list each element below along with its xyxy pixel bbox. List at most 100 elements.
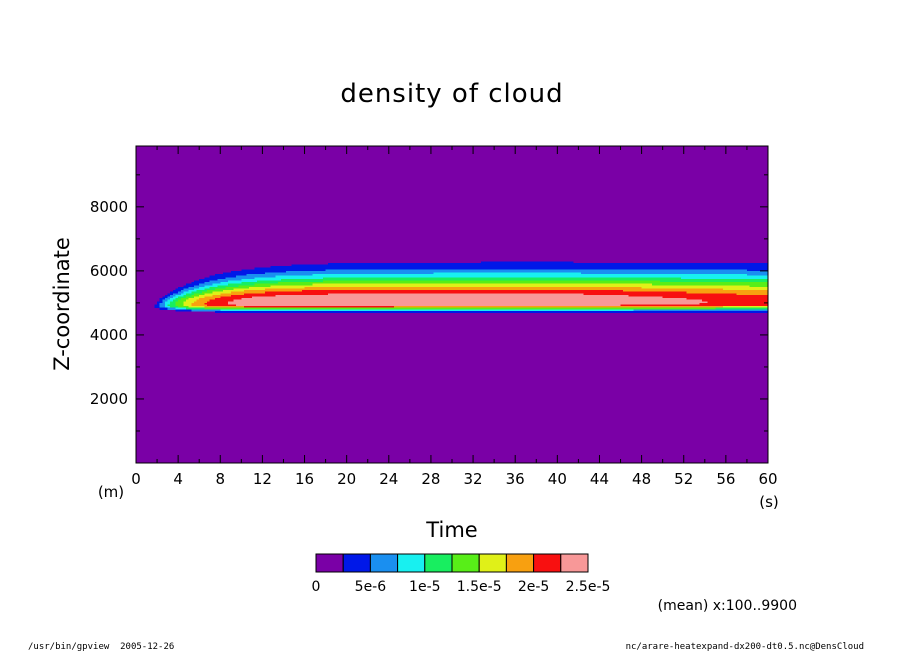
contour-cell — [254, 283, 313, 286]
contour-cell — [278, 282, 769, 285]
contour-cell — [275, 294, 629, 297]
contour-cell — [249, 286, 306, 289]
contour-cell — [199, 283, 213, 286]
colorbar-swatch — [424, 553, 453, 573]
contour-cell — [188, 286, 200, 289]
contour-cell — [170, 301, 176, 304]
contour-cell — [207, 290, 224, 293]
contour-cell — [228, 283, 255, 286]
contour-cell — [186, 283, 200, 286]
y-axis-unit: (m) — [98, 483, 124, 501]
contour-cell — [215, 288, 234, 291]
contour-cell — [175, 302, 184, 305]
contour-cell — [328, 293, 585, 296]
contour-cell — [183, 304, 192, 307]
contour-cell — [159, 304, 166, 307]
colorbar-swatch — [533, 553, 562, 573]
x-tick-label: 8 — [215, 470, 225, 488]
contour-cell — [186, 299, 198, 302]
contour-cell — [228, 301, 708, 304]
contour-cell — [312, 274, 748, 277]
contour-cell — [199, 298, 216, 301]
x-tick-label: 36 — [506, 470, 525, 488]
contour-cell — [228, 302, 701, 305]
contour-cell — [175, 309, 192, 312]
contour-cell — [686, 298, 769, 301]
y-tick-label: 4000 — [90, 326, 128, 344]
contour-cell — [222, 290, 245, 293]
mean-annotation: (mean) x:100..9900 — [658, 598, 797, 614]
contour-cell — [175, 288, 184, 291]
colorbar-swatch — [505, 553, 535, 573]
contour-cell — [157, 302, 161, 305]
contour-cell — [265, 272, 435, 275]
contour-cell — [241, 298, 687, 301]
contour-cell — [172, 296, 179, 299]
contour-cell — [196, 290, 208, 293]
contour-cell — [246, 274, 313, 277]
contour-cell — [746, 269, 769, 272]
contour-cell — [170, 302, 176, 305]
contour-cell — [322, 280, 661, 283]
contour-cell — [188, 290, 198, 293]
contour-cell — [164, 301, 171, 304]
contour-cell — [172, 290, 182, 293]
contour-cell — [433, 272, 582, 275]
contour-cell — [186, 296, 195, 299]
contour-cell — [291, 264, 769, 267]
y-tick-label: 8000 — [90, 198, 128, 216]
contour-cell — [164, 298, 171, 301]
x-tick-label: 56 — [716, 470, 735, 488]
contour-cell — [251, 296, 664, 299]
contour-cell — [620, 304, 769, 307]
contour-cell — [325, 269, 748, 272]
contour-cell — [188, 306, 205, 309]
contour-cell — [154, 304, 161, 307]
contour-cell — [204, 302, 229, 305]
contour-cell — [167, 304, 176, 307]
contour-cell — [159, 306, 166, 309]
contour-cell — [312, 283, 653, 286]
contour-cell — [183, 294, 192, 297]
colorbar-swatch — [560, 553, 589, 573]
contour-cell — [178, 306, 190, 309]
contour-cell — [723, 288, 769, 291]
contour-field — [154, 261, 769, 313]
contour-cell — [191, 309, 221, 312]
contour-cell — [186, 307, 205, 310]
contour-cell — [394, 306, 724, 309]
contour-cell — [233, 288, 266, 291]
colorbar-swatch — [397, 553, 426, 573]
colorbar-label: 0 — [312, 579, 321, 595]
contour-cell — [204, 288, 216, 291]
y-axis: 2000 4000 6000 8000 — [90, 174, 768, 432]
x-tick-label: 12 — [253, 470, 272, 488]
contour-cell — [204, 296, 221, 299]
contour-cell — [228, 280, 258, 283]
contour-cell — [199, 294, 213, 297]
x-tick-label: 20 — [337, 470, 356, 488]
contour-cell — [191, 302, 205, 305]
contour-cell — [222, 272, 266, 275]
contour-cell — [196, 299, 211, 302]
chart-title: density of cloud — [340, 79, 563, 109]
contour-cell — [662, 296, 769, 299]
contour-cell — [699, 302, 769, 305]
contour-cell — [172, 293, 182, 296]
contour-cell — [170, 294, 176, 297]
x-tick-label: 4 — [173, 470, 183, 488]
contour-cell — [204, 285, 219, 288]
colorbar-label: 2e-5 — [518, 579, 549, 595]
contour-cell — [188, 298, 200, 301]
x-axis: 0 4 8 12 16 20 24 28 32 36 40 44 48 52 56 60 — [131, 146, 778, 488]
contour-cell — [204, 307, 716, 310]
contour-cell — [172, 299, 179, 302]
contour-cell — [175, 298, 182, 301]
contour-cell — [164, 302, 171, 305]
contour-cell — [193, 285, 205, 288]
contour-cell — [162, 301, 166, 304]
contour-cell — [660, 280, 769, 283]
footer-command: /usr/bin/gpview 2005-12-26 — [28, 642, 175, 652]
contour-cell — [178, 286, 190, 289]
footer-source-file: nc/arare-heatexpand-dx200-dt0.5.nc@DensC… — [625, 642, 864, 652]
